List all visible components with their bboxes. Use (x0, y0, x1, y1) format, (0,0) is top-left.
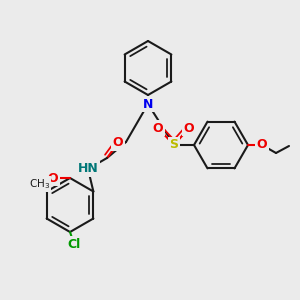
Text: O: O (113, 136, 123, 149)
Text: O: O (48, 172, 58, 184)
Text: Cl: Cl (68, 238, 81, 250)
Text: O: O (257, 139, 267, 152)
Text: O: O (153, 122, 163, 134)
Text: O: O (184, 122, 194, 134)
Text: S: S (169, 139, 178, 152)
Text: HN: HN (78, 163, 98, 176)
Text: CH$_3$: CH$_3$ (29, 177, 51, 191)
Text: N: N (143, 98, 153, 110)
